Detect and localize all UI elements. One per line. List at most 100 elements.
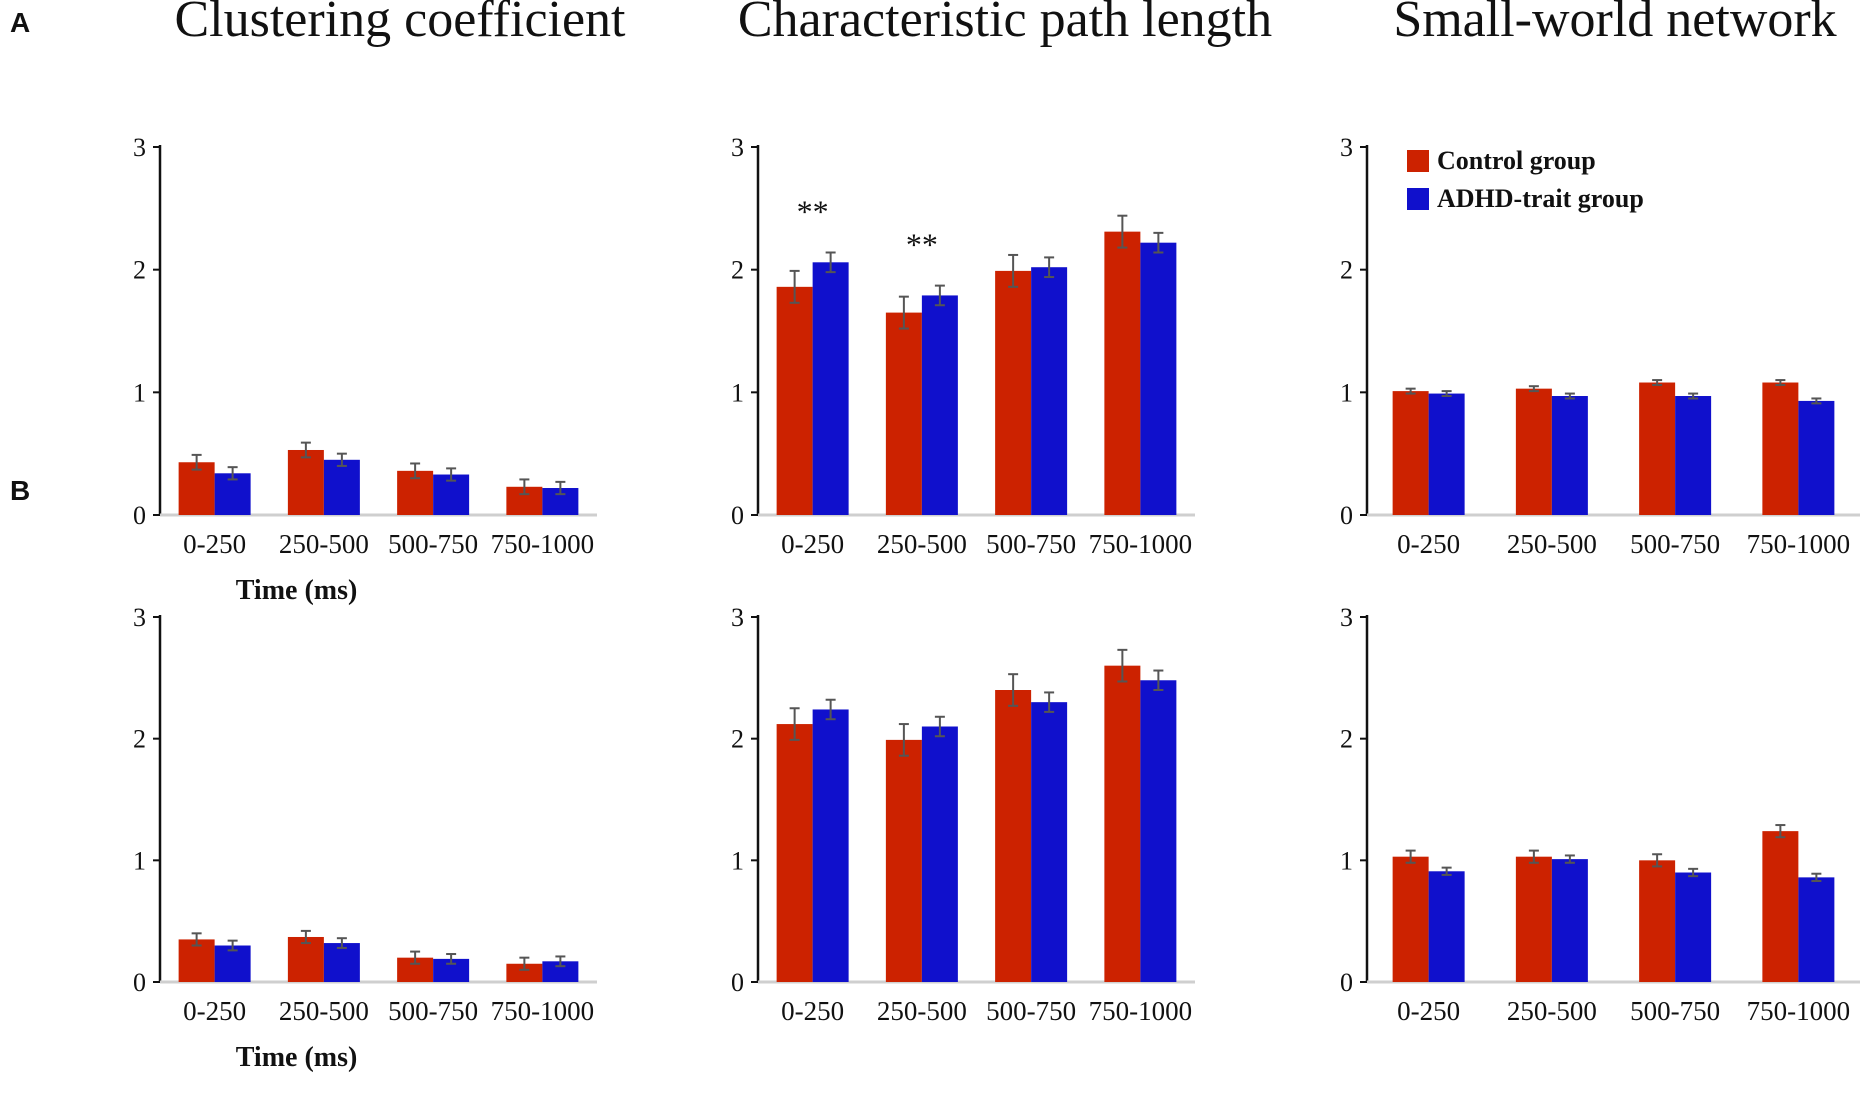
chart-b-small-world-network-y-tick-label: 2 <box>1340 725 1353 754</box>
chart-a-small-world-network-category-label: 750-1000 <box>1747 529 1851 559</box>
chart-b-clustering-coefficient-y-tick-label: 1 <box>133 846 146 875</box>
row-label-b: B <box>10 475 30 506</box>
chart-b-small-world-network-bar-adhd-trait-group <box>1675 872 1712 982</box>
chart-b-clustering-coefficient-category-label: 500-750 <box>388 996 478 1026</box>
chart-b-characteristic-path-length-y-tick-label: 1 <box>731 846 744 875</box>
chart-b-clustering-coefficient-bar-adhd-trait-group <box>433 958 470 982</box>
column-title-clustering: Clustering coefficient <box>174 0 626 48</box>
chart-a-small-world-network-bar-adhd-trait-group <box>1428 393 1465 515</box>
chart-b-clustering-coefficient-y-tick-label: 3 <box>133 603 146 632</box>
chart-b-clustering-coefficient-y-tick-label: 2 <box>133 725 146 754</box>
chart-a-characteristic-path-length-bar-adhd-trait-group <box>1140 242 1177 515</box>
legend-swatch-adhd-trait-group <box>1407 188 1429 210</box>
chart-b-characteristic-path-length-y-tick-label: 2 <box>731 725 744 754</box>
chart-a-characteristic-path-length-y-tick-label: 2 <box>731 256 744 285</box>
chart-b-characteristic-path-length-bar-adhd-trait-group <box>921 726 958 982</box>
chart-a-clustering-coefficient-bar-control-group <box>287 449 324 515</box>
chart-a-small-world-network-bar-control-group <box>1515 388 1552 515</box>
chart-a-small-world-network-y-tick-label: 1 <box>1340 378 1353 407</box>
chart-b-clustering-coefficient: 0 1 2 3 0-250 250-500 500-750 750-1000 Time (ms) <box>133 603 597 1073</box>
chart-a-characteristic-path-length-significance-marker: ** <box>797 193 829 229</box>
chart-b-clustering-coefficient-category-label: 250-500 <box>279 996 369 1026</box>
chart-b-small-world-network: 0 1 2 3 0-250 250-500 500-750 750-1000 <box>1340 603 1860 1026</box>
chart-b-small-world-network-y-tick-label: 1 <box>1340 846 1353 875</box>
chart-a-clustering-coefficient-y-tick-label: 1 <box>133 378 146 407</box>
chart-b-characteristic-path-length-bar-adhd-trait-group <box>1140 680 1177 982</box>
chart-a-clustering-coefficient-bar-adhd-trait-group <box>323 459 360 515</box>
chart-a-clustering-coefficient-category-label: 250-500 <box>279 529 369 559</box>
chart-b-small-world-network-y-tick-label: 3 <box>1340 603 1353 632</box>
chart-b-characteristic-path-length-bar-adhd-trait-group <box>812 709 849 982</box>
chart-b-characteristic-path-length-category-label: 750-1000 <box>1089 996 1193 1026</box>
chart-b-characteristic-path-length-y-tick-label: 0 <box>731 968 744 997</box>
chart-b-small-world-network-bar-control-group <box>1392 856 1429 982</box>
chart-a-characteristic-path-length-bar-adhd-trait-group <box>1031 267 1068 515</box>
chart-b-clustering-coefficient-bar-control-group <box>287 936 324 982</box>
chart-a-clustering-coefficient-category-label: 500-750 <box>388 529 478 559</box>
chart-b-characteristic-path-length-category-label: 0-250 <box>781 996 844 1026</box>
chart-b-clustering-coefficient-bar-control-group <box>506 963 543 982</box>
chart-b-characteristic-path-length-bar-adhd-trait-group <box>1031 702 1068 982</box>
chart-a-small-world-network-bar-control-group <box>1762 382 1799 515</box>
chart-a-small-world-network-y-tick-label: 2 <box>1340 256 1353 285</box>
chart-a-characteristic-path-length-bar-adhd-trait-group <box>812 262 849 515</box>
chart-a-characteristic-path-length: 0 1 2 3 0-250 250-500 500-750 750-1000 ** ** <box>731 133 1195 559</box>
chart-b-clustering-coefficient-bar-control-group <box>178 939 215 982</box>
chart-b-small-world-network-category-label: 500-750 <box>1630 996 1720 1026</box>
chart-b-clustering-coefficient-y-tick-label: 0 <box>133 968 146 997</box>
chart-a-characteristic-path-length-y-tick-label: 3 <box>731 133 744 162</box>
chart-a-small-world-network-category-label: 250-500 <box>1507 529 1597 559</box>
chart-b-characteristic-path-length: 0 1 2 3 0-250 250-500 500-750 750-1000 <box>731 603 1195 1026</box>
legend-label-control-group: Control group <box>1437 146 1596 175</box>
chart-a-clustering-coefficient-category-label: 750-1000 <box>491 529 595 559</box>
chart-b-small-world-network-bar-adhd-trait-group <box>1428 871 1465 982</box>
legend-label-adhd-trait-group: ADHD-trait group <box>1437 184 1644 213</box>
chart-a-characteristic-path-length-y-tick-label: 0 <box>731 501 744 530</box>
chart-a-clustering-coefficient-y-tick-label: 0 <box>133 501 146 530</box>
column-title-small-world: Small-world network <box>1393 0 1836 48</box>
chart-b-small-world-network-bar-adhd-trait-group <box>1798 877 1835 982</box>
chart-b-characteristic-path-length-y-tick-label: 3 <box>731 603 744 632</box>
chart-a-small-world-network-category-label: 0-250 <box>1397 529 1460 559</box>
chart-b-small-world-network-bar-control-group <box>1639 860 1676 982</box>
chart-a-characteristic-path-length-bar-control-group <box>1104 231 1141 515</box>
chart-a-characteristic-path-length-bar-control-group <box>995 270 1032 515</box>
chart-b-clustering-coefficient-x-axis-label: Time (ms) <box>236 1042 358 1073</box>
chart-a-clustering-coefficient-y-tick-label: 2 <box>133 256 146 285</box>
chart-b-small-world-network-category-label: 250-500 <box>1507 996 1597 1026</box>
chart-a-small-world-network: 0 1 2 3 0-250 250-500 500-750 750-1000 Control g… <box>1340 133 1860 559</box>
chart-a-small-world-network-y-tick-label: 0 <box>1340 501 1353 530</box>
chart-b-characteristic-path-length-category-label: 250-500 <box>877 996 967 1026</box>
chart-a-small-world-network-bar-control-group <box>1392 391 1429 515</box>
chart-a-characteristic-path-length-bar-adhd-trait-group <box>921 295 958 515</box>
chart-b-characteristic-path-length-bar-control-group <box>1104 665 1141 982</box>
chart-a-characteristic-path-length-y-tick-label: 1 <box>731 378 744 407</box>
chart-a-clustering-coefficient-category-label: 0-250 <box>183 529 246 559</box>
chart-a-small-world-network-bar-adhd-trait-group <box>1798 400 1835 515</box>
chart-a-clustering-coefficient-x-axis-label: Time (ms) <box>236 575 358 606</box>
chart-b-clustering-coefficient-category-label: 0-250 <box>183 996 246 1026</box>
chart-a-characteristic-path-length-category-label: 750-1000 <box>1089 529 1193 559</box>
chart-a-characteristic-path-length-bar-control-group <box>776 286 813 515</box>
chart-a-characteristic-path-length-category-label: 500-750 <box>986 529 1076 559</box>
chart-a-clustering-coefficient: 0 1 2 3 0-250 250-500 500-750 750-1000 Time (ms) <box>133 133 597 606</box>
chart-b-clustering-coefficient-category-label: 750-1000 <box>491 996 595 1026</box>
chart-a-characteristic-path-length-category-label: 250-500 <box>877 529 967 559</box>
row-label-a: A <box>10 7 30 38</box>
chart-b-characteristic-path-length-bar-control-group <box>776 724 813 982</box>
chart-a-characteristic-path-length-category-label: 0-250 <box>781 529 844 559</box>
chart-b-characteristic-path-length-bar-control-group <box>885 739 922 982</box>
chart-a-small-world-network-bar-control-group <box>1639 382 1676 515</box>
column-title-path-length: Characteristic path length <box>738 0 1272 48</box>
chart-a-small-world-network-bar-adhd-trait-group <box>1675 396 1712 515</box>
chart-b-characteristic-path-length-bar-control-group <box>995 690 1032 982</box>
chart-a-characteristic-path-length-bar-control-group <box>885 312 922 515</box>
chart-b-clustering-coefficient-bar-adhd-trait-group <box>323 943 360 982</box>
chart-a-small-world-network-category-label: 500-750 <box>1630 529 1720 559</box>
chart-b-small-world-network-bar-control-group <box>1762 831 1799 982</box>
chart-a-small-world-network-bar-adhd-trait-group <box>1551 396 1588 515</box>
chart-b-small-world-network-category-label: 0-250 <box>1397 996 1460 1026</box>
legend-swatch-control-group <box>1407 150 1429 172</box>
chart-b-clustering-coefficient-bar-adhd-trait-group <box>542 961 579 982</box>
